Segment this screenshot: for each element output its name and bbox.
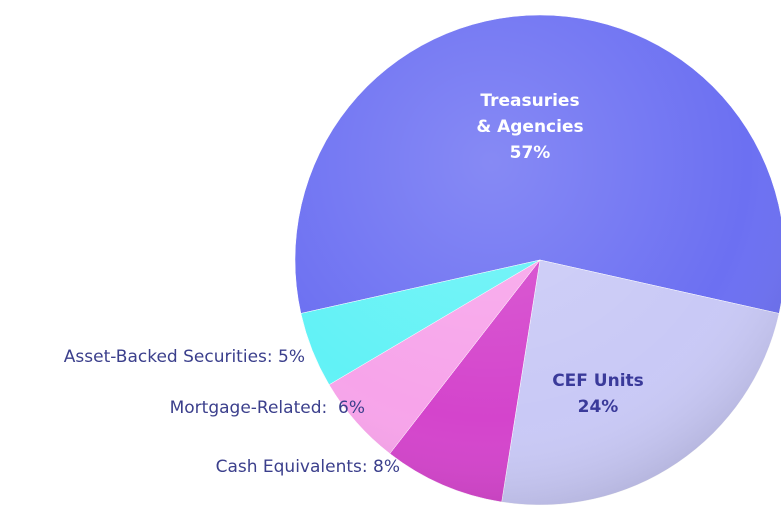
slice-label: Asset-Backed Securities: 5% bbox=[64, 347, 305, 367]
slice-label: CEF Units bbox=[552, 371, 644, 391]
slice-label: Treasuries bbox=[480, 91, 579, 111]
slice-label: & Agencies bbox=[476, 117, 583, 137]
slice-label: Cash Equivalents: 8% bbox=[216, 457, 400, 477]
slice-label: Mortgage-Related: 6% bbox=[170, 398, 365, 418]
slice-label: 24% bbox=[578, 397, 619, 417]
pie-shine bbox=[295, 15, 781, 505]
slice-label: 57% bbox=[510, 143, 551, 163]
